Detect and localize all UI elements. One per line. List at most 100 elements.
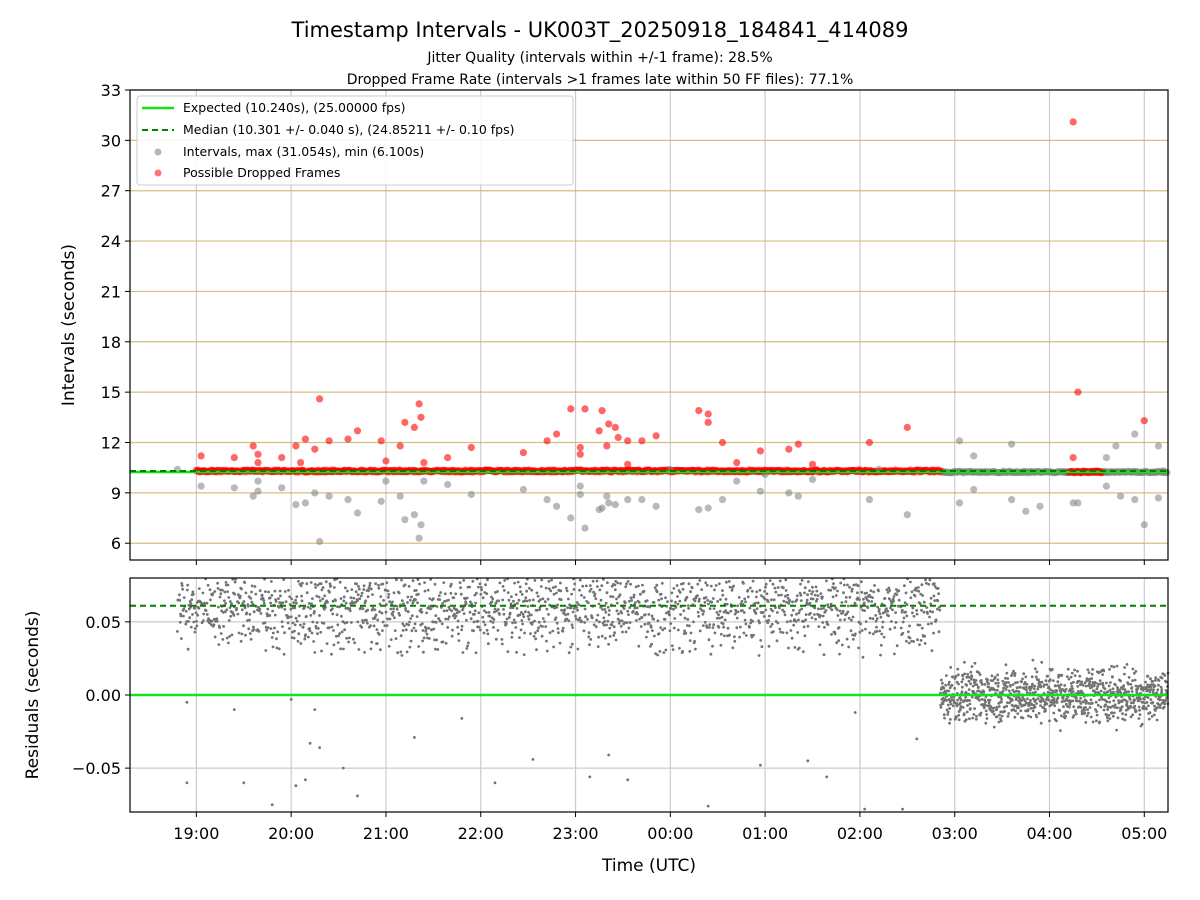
residual-point [1143,701,1147,705]
residual-point [487,611,491,614]
residual-point [362,584,366,588]
residual-point [311,620,315,624]
residual-point [306,605,310,609]
residual-point [1072,705,1076,709]
residual-point [1129,682,1133,686]
residual-point [773,586,777,590]
residual-point [811,590,815,593]
residual-point [314,586,317,589]
residual-point [616,581,620,585]
residual-point [623,601,627,605]
residual-point [1039,721,1043,725]
residual-point [384,610,388,614]
residual-point [1158,706,1162,709]
residual-point [193,627,197,630]
residual-point [450,609,454,613]
residual-point [936,599,940,603]
residual-point [557,631,560,635]
dropped-frame-outlier [382,457,390,465]
residual-point [1063,684,1067,687]
residual-point [205,613,209,616]
residual-point [345,621,349,624]
residual-point [1159,703,1162,707]
residual-point [565,586,568,590]
residual-point [293,623,297,627]
residual-point [266,626,270,630]
residual-point [1098,720,1102,724]
residual-point [377,633,381,636]
residual-point [297,632,301,636]
interval-outlier-point [955,499,964,507]
residual-point [1110,711,1114,715]
residual-point [1127,690,1131,693]
residual-point [483,609,486,613]
residual-point [806,624,810,628]
residual-point [1091,701,1094,705]
residual-point [481,615,485,619]
residual-point [332,586,336,589]
residual-point [625,621,629,624]
residual-point [748,625,751,629]
residual-point [540,634,544,638]
residual-point [847,616,851,620]
residual-point [757,654,761,657]
residual-point [1111,687,1115,691]
residual-point [764,582,768,586]
residual-point [518,585,522,589]
residual-point [457,632,460,636]
legend-dropped-marker [154,169,162,177]
interval-outlier-point [311,489,319,497]
residual-point [1110,664,1113,668]
residual-point [279,594,282,598]
residual-point [1008,701,1011,705]
residual-point [1087,671,1091,674]
residual-point [385,581,389,585]
residual-point [291,621,295,625]
residual-point [920,608,923,612]
residual-point [733,635,736,639]
residual-point [1001,689,1005,693]
residual-point [715,611,719,614]
residual-point [485,592,489,596]
residual-point [439,591,442,594]
residual-point [349,602,352,605]
residual-point [573,582,577,586]
residual-point [377,586,381,590]
residual-point [425,611,428,615]
residual-point [919,592,923,596]
residual-point [409,639,413,643]
residual-point [687,582,691,586]
residual-point [623,621,627,624]
residual-point [679,613,682,616]
residual-point [264,649,268,652]
residual-point [289,615,293,619]
residual-point [664,648,668,652]
residual-point [846,610,850,614]
residual-point [709,652,713,656]
residual-point [963,672,967,676]
residual-point [582,596,586,599]
residual-point [633,606,637,610]
residual-point [825,579,828,583]
residual-point [961,677,965,681]
residual-point [1155,706,1159,710]
residual-point [303,606,306,610]
residual-point [450,634,454,638]
residual-point [584,615,588,618]
residual-point [287,615,291,619]
bottom-y-axis-label: Residuals (seconds) [23,611,43,780]
residual-point [960,680,964,684]
residual-point [324,580,328,584]
residual-point [698,579,702,582]
residual-point [723,618,727,622]
residual-point [235,607,239,610]
residual-point [1105,713,1108,717]
residual-point [411,579,415,583]
residual-point [864,620,868,623]
residual-point [208,588,212,592]
residual-point [984,721,988,725]
residual-point [178,593,181,597]
residual-point [668,629,672,633]
residual-point [491,621,495,624]
interval-outlier-point [1074,499,1082,507]
